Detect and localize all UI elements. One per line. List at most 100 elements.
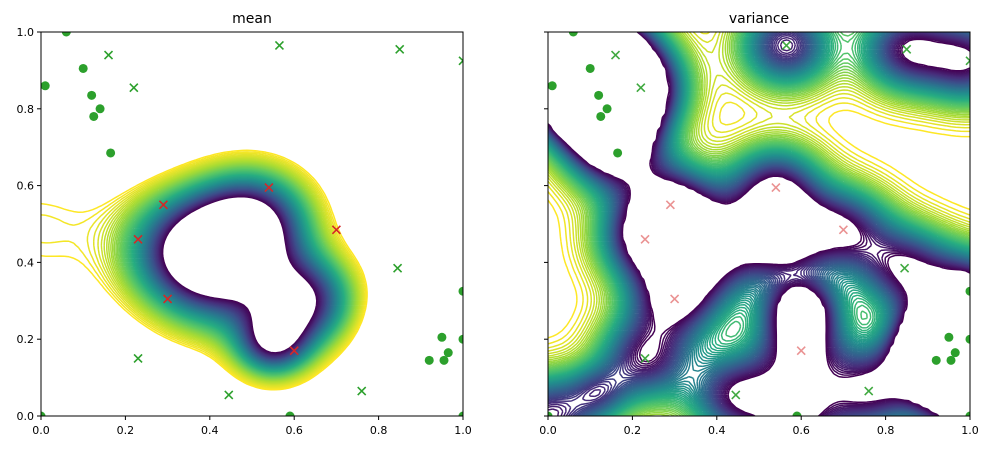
green-cross-point (458, 56, 463, 66)
contour-line (548, 101, 970, 345)
green-cross-point (395, 44, 405, 54)
red-cross-point (331, 225, 341, 235)
contour-line (108, 159, 360, 384)
green-circle-point (78, 63, 88, 73)
green-cross-point (864, 386, 874, 396)
green-circle-point (965, 411, 970, 416)
y-tick-label: 0.8 (17, 103, 35, 116)
red-cross-point (796, 346, 806, 356)
green-circle-point (950, 348, 960, 358)
green-circle-point (41, 411, 46, 416)
green-cross-point (900, 263, 910, 273)
contour-line (548, 32, 970, 416)
green-circle-point (458, 411, 463, 416)
green-circle-point (437, 332, 447, 342)
green-circle-point (944, 332, 954, 342)
contour-line (548, 32, 970, 416)
contours (548, 32, 970, 416)
red-cross-point (771, 182, 781, 193)
contour-line (92, 153, 365, 388)
x-tick-label: 0.8 (877, 424, 895, 437)
contour-line (548, 32, 970, 361)
x-tick-label: 0.0 (539, 424, 557, 437)
green-circle-point (458, 286, 463, 296)
green-circle-point (106, 148, 116, 158)
green-cross-point (133, 353, 143, 363)
x-tick-label: 0.4 (708, 424, 726, 437)
contour-line (548, 32, 970, 416)
contour-line (548, 32, 970, 352)
red-cross-point (838, 225, 848, 235)
x-tick-label: 0.2 (624, 424, 642, 437)
y-tick-label: 1.0 (17, 26, 35, 39)
x-tick-label: 0.6 (285, 424, 303, 437)
x-tick-label: 0.8 (370, 424, 388, 437)
y-tick-label: 0.0 (17, 410, 35, 423)
contour-line (86, 152, 366, 389)
green-circle-point (87, 90, 97, 100)
y-tick-label: 0.6 (17, 180, 35, 193)
green-circle-point (548, 411, 553, 416)
contour-line (548, 109, 970, 339)
chart-title: variance (729, 11, 789, 27)
green-circle-point (458, 334, 463, 344)
green-cross-point (129, 83, 139, 93)
contour-line (100, 156, 363, 386)
x-tick-label: 0.2 (117, 424, 135, 437)
red-cross-point (665, 200, 675, 210)
green-cross-point (274, 40, 284, 51)
contour-line (41, 149, 368, 391)
contours (41, 32, 463, 416)
green-cross-point (902, 44, 912, 54)
red-cross-point (264, 182, 274, 193)
axes-frame (547, 31, 971, 417)
x-tick-label: 1.0 (454, 424, 472, 437)
x-tick-label: 0.6 (792, 424, 810, 437)
contour-line (548, 32, 970, 355)
red-cross-point (640, 234, 650, 244)
green-cross-point (357, 386, 367, 396)
contour-line (97, 155, 364, 387)
green-circle-point (594, 90, 604, 100)
green-circle-point (439, 355, 449, 365)
green-circle-point (585, 63, 595, 73)
green-cross-point (393, 263, 403, 273)
contour-line (103, 157, 362, 385)
green-circle-point (931, 355, 941, 365)
x-tick-label: 0.4 (201, 424, 219, 437)
y-tick-label: 0.2 (17, 333, 35, 346)
chart-title: mean (232, 11, 272, 27)
green-circle-point (61, 32, 71, 37)
green-circle-point (424, 355, 434, 365)
green-circle-point (89, 111, 99, 121)
axes-mean: mean 0.0 0.2 0.4 0.6 0.8 1.0 0.0 0.2 0.4 0.6 0.8 1.0 (17, 11, 472, 437)
green-cross-point (640, 353, 650, 363)
contour-line (548, 32, 970, 416)
contour-line (548, 32, 970, 416)
green-circle-point (285, 411, 295, 416)
green-cross-point (965, 56, 970, 66)
green-cross-point (636, 83, 646, 93)
green-cross-point (224, 390, 234, 400)
x-tick-label: 0.0 (32, 424, 50, 437)
contour-line (548, 32, 970, 416)
contour-line (106, 158, 361, 385)
red-cross-point (163, 294, 173, 304)
green-circle-point (596, 111, 606, 121)
green-circle-point (602, 104, 612, 114)
green-circle-point (613, 148, 623, 158)
contour-line (548, 32, 970, 416)
axes-variance: variance 0.0 0.2 0.4 0.6 0.8 1.0 (539, 11, 979, 437)
contour-line (548, 32, 970, 416)
red-cross-point (289, 346, 299, 356)
green-cross-point (103, 50, 114, 60)
contour-line (548, 32, 970, 416)
green-circle-point (443, 348, 453, 358)
green-circle-point (41, 81, 50, 91)
green-cross-point (781, 40, 791, 51)
green-circle-point (95, 104, 105, 114)
contour-line (548, 32, 970, 357)
red-cross-point (133, 234, 143, 244)
green-cross-point (610, 50, 621, 60)
